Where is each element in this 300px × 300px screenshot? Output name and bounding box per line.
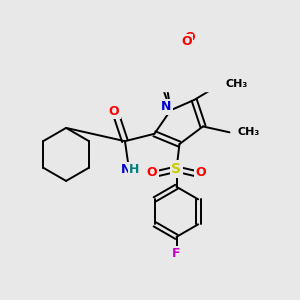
Text: O: O (196, 166, 206, 178)
Bar (144, 0, 232, 91)
Text: H: H (129, 163, 139, 176)
Text: O: O (184, 31, 195, 44)
Text: O: O (147, 166, 158, 178)
Text: CH₃: CH₃ (226, 79, 248, 89)
Text: F: F (172, 247, 181, 260)
Text: N: N (121, 163, 132, 176)
Text: methoxy: methoxy (183, 8, 226, 17)
Text: methoxy: methoxy (174, 17, 217, 27)
Text: O: O (109, 105, 119, 118)
Text: CH₃: CH₃ (238, 127, 260, 137)
Text: O: O (181, 35, 191, 48)
Text: S: S (172, 162, 182, 176)
Text: N: N (161, 100, 171, 113)
